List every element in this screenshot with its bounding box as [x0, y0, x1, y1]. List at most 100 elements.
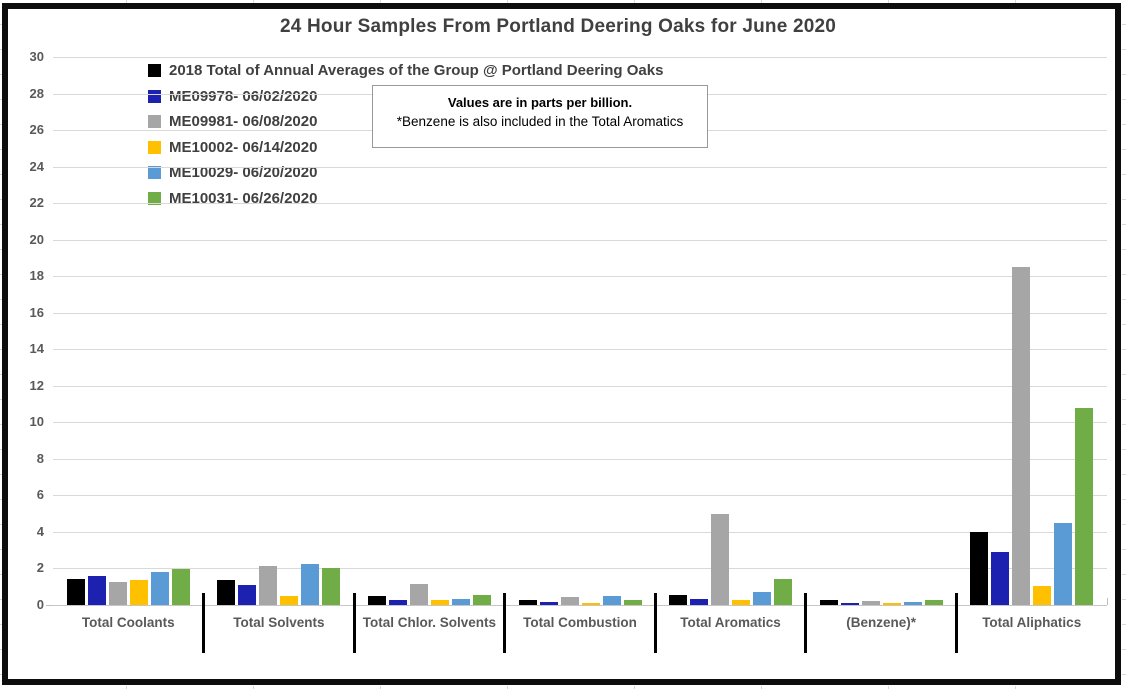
- gridline-y22: [53, 203, 1107, 205]
- bar-total-chlor-solvents-s0: [367, 595, 386, 605]
- bar--benzene--s4: [903, 602, 922, 605]
- y-axis-tick-8: 8: [36, 450, 44, 466]
- gridline-y4: [53, 531, 1107, 533]
- y-axis-tick-12: 12: [29, 377, 44, 393]
- gridline-y6: [53, 495, 1107, 497]
- bar-total-chlor-solvents-s5: [472, 594, 491, 605]
- bar-total-combustion-s3: [581, 603, 600, 605]
- legend-label: ME10031- 06/26/2020: [169, 189, 318, 207]
- gridline-y20: [53, 239, 1107, 241]
- bar-total-aliphatics-s3: [1033, 585, 1052, 605]
- legend-swatch-icon: [148, 191, 161, 205]
- note-line-unit: Values are in parts per billion.: [447, 95, 633, 110]
- bar--benzene--s1: [840, 603, 859, 605]
- legend-item-3: ME09981- 06/08/2020: [148, 109, 663, 135]
- category-label-4: Total Combustion: [523, 615, 637, 630]
- axis-right-stub: [1107, 598, 1108, 605]
- chart-title: 24 Hour Samples From Portland Deering Oa…: [279, 16, 837, 37]
- category-label-6: (Benzene)*: [846, 615, 917, 630]
- y-axis-tick-4: 4: [36, 523, 44, 539]
- bar-total-combustion-s0: [518, 599, 537, 605]
- y-axis-tick-22: 22: [29, 195, 44, 211]
- legend-swatch-icon: [148, 89, 161, 103]
- gridline-y0: [53, 605, 1107, 606]
- category-separator-3: [503, 593, 507, 653]
- bar-total-combustion-s5: [623, 599, 642, 605]
- bar-total-aromatics-s0: [669, 594, 688, 605]
- gridline-y24: [53, 166, 1107, 168]
- bar--benzene--s3: [882, 603, 901, 605]
- category-separator-4: [653, 593, 657, 653]
- gridline-y14: [53, 349, 1107, 351]
- legend-item-1: 2018 Total of Annual Averages of the Gro…: [148, 58, 663, 84]
- y-axis-tick-16: 16: [29, 304, 44, 320]
- y-axis-tick-6: 6: [36, 487, 44, 503]
- y-axis-tick-10: 10: [29, 414, 44, 430]
- legend-item-2: ME09978- 06/02/2020: [148, 84, 663, 110]
- category-label-2: Total Solvents: [233, 615, 325, 630]
- legend-item-5: ME10029- 06/20/2020: [148, 160, 663, 186]
- category-separator-6: [954, 593, 958, 653]
- y-axis-tick-28: 28: [29, 85, 44, 101]
- bar-total-aromatics-s5: [774, 578, 793, 605]
- note-line-benzene: *Benzene is also included in the Total A…: [396, 114, 684, 129]
- bar-total-coolants-s4: [150, 572, 169, 605]
- bar-total-solvents-s0: [217, 580, 236, 605]
- bar-total-aromatics-s4: [753, 592, 772, 605]
- legend-label: ME09981- 06/08/2020: [169, 113, 318, 131]
- y-axis-tick-24: 24: [29, 158, 44, 174]
- category-separator-1: [202, 593, 206, 653]
- y-axis-tick-0: 0: [36, 597, 44, 612]
- chart-frame[interactable]: 24 Hour Samples From Portland Deering Oa…: [2, 3, 1121, 685]
- bar-total-aliphatics-s1: [991, 552, 1010, 605]
- bar-total-coolants-s0: [66, 578, 85, 605]
- category-label-1: Total Coolants: [81, 615, 175, 630]
- bar-total-aromatics-s1: [690, 598, 709, 605]
- y-axis-tick-20: 20: [29, 231, 44, 247]
- bar-total-solvents-s3: [280, 595, 299, 605]
- spreadsheet-grid-right-edge: [1122, 0, 1126, 689]
- legend-swatch-icon: [148, 115, 161, 129]
- bar--benzene--s5: [924, 599, 943, 605]
- category-label-7: Total Aliphatics: [982, 615, 1082, 630]
- bar-total-solvents-s5: [322, 568, 341, 605]
- bar-total-coolants-s3: [129, 580, 148, 605]
- gridline-y8: [53, 458, 1107, 460]
- legend-label: 2018 Total of Annual Averages of the Gro…: [169, 62, 664, 80]
- bar-total-chlor-solvents-s2: [409, 583, 428, 605]
- gridline-y10: [53, 422, 1107, 424]
- bar-total-combustion-s4: [602, 595, 621, 605]
- gridline-y2: [53, 568, 1107, 570]
- legend-label: ME09978- 06/02/2020: [169, 87, 318, 105]
- bar-total-aliphatics-s2: [1012, 267, 1031, 605]
- bar-total-chlor-solvents-s4: [451, 598, 470, 605]
- gridline-y30: [53, 57, 1107, 58]
- chart-legend: 2018 Total of Annual Averages of the Gro…: [148, 58, 663, 211]
- bar-total-coolants-s5: [171, 569, 190, 605]
- bar-total-aromatics-s2: [711, 513, 730, 605]
- legend-swatch-icon: [148, 166, 161, 180]
- y-axis-tick-26: 26: [29, 122, 44, 138]
- y-axis-tick-18: 18: [29, 268, 44, 284]
- bar-total-solvents-s1: [238, 584, 257, 605]
- category-separator-2: [352, 593, 356, 653]
- gridline-y16: [53, 312, 1107, 314]
- bar-total-solvents-s4: [301, 563, 320, 605]
- bar-total-combustion-s1: [539, 602, 558, 605]
- category-separator-5: [804, 593, 808, 653]
- bar-total-aliphatics-s5: [1075, 407, 1094, 605]
- gridline-y18: [53, 276, 1107, 278]
- note-box: Values are in parts per billion. *Benzen…: [372, 85, 708, 148]
- bar--benzene--s2: [861, 601, 880, 605]
- legend-swatch-icon: [148, 64, 161, 78]
- bar-total-aliphatics-s4: [1054, 522, 1073, 605]
- y-axis-tick-2: 2: [36, 560, 44, 576]
- legend-label: ME10002- 06/14/2020: [169, 138, 318, 156]
- bar-total-coolants-s2: [108, 582, 127, 605]
- legend-item-4: ME10002- 06/14/2020: [148, 135, 663, 161]
- bar-total-solvents-s2: [259, 565, 278, 605]
- chart-plot-container: 24 Hour Samples From Portland Deering Oa…: [8, 9, 1115, 679]
- y-axis-tick-14: 14: [29, 341, 44, 357]
- bar-total-aromatics-s3: [732, 599, 751, 605]
